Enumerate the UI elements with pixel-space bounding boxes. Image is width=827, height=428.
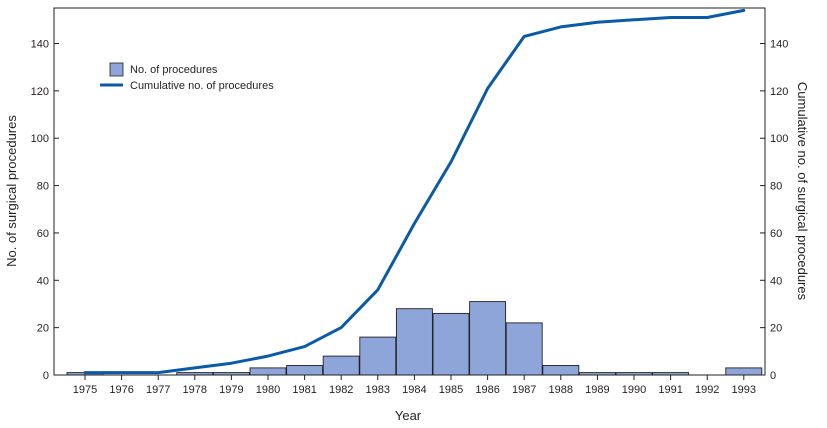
y2-axis-label: Cumulative no. of surgical procedures	[795, 82, 810, 301]
bars-layer	[66, 301, 763, 376]
bar-1982	[322, 355, 360, 376]
y2-tick-label: 40	[770, 275, 782, 287]
plot-frame	[53, 7, 766, 376]
x-tick-label: 1989	[585, 384, 609, 396]
legend-label-cumulative: Cumulative no. of procedures	[130, 80, 274, 92]
x-tick-label: 1983	[366, 384, 390, 396]
cumulative-line	[83, 8, 746, 375]
y2-tick-label: 100	[770, 133, 788, 145]
y-tick-label: 80	[37, 181, 49, 193]
x-tick-label: 1982	[329, 384, 353, 396]
x-tick-label: 1990	[622, 384, 646, 396]
x-tick-label: 1991	[658, 384, 682, 396]
y-tick-label: 0	[43, 370, 49, 382]
y-tick-label: 20	[37, 323, 49, 335]
y-tick-label: 140	[31, 39, 49, 51]
right-axis: 0 20 40 60 80 100 120 140	[760, 39, 788, 382]
y-tick-label: 100	[31, 133, 49, 145]
legend-label-procedures: No. of procedures	[130, 64, 218, 76]
bar-1988	[542, 365, 580, 376]
y2-tick-label: 80	[770, 181, 782, 193]
y-axis-label: No. of surgical procedures	[4, 115, 19, 267]
x-tick-label: 1976	[109, 384, 133, 396]
bar-1986	[469, 301, 507, 376]
y2-tick-label: 120	[770, 86, 788, 98]
bar-1984	[395, 308, 433, 376]
left-axis: 0 20 40 60 80 100 120 140	[31, 39, 59, 382]
y2-tick-label: 0	[770, 370, 776, 382]
y-tick-label: 40	[37, 275, 49, 287]
x-axis: 1975 1976 1977 1978 1979 1980 1981 1982 1983 1984…	[73, 375, 756, 396]
y2-tick-label: 60	[770, 228, 782, 240]
x-tick-label: 1985	[439, 384, 463, 396]
x-tick-label: 1988	[549, 384, 573, 396]
x-tick-label: 1978	[183, 384, 207, 396]
x-tick-label: 1993	[732, 384, 756, 396]
x-tick-label: 1986	[475, 384, 499, 396]
x-tick-label: 1981	[292, 384, 316, 396]
x-tick-label: 1980	[256, 384, 280, 396]
x-tick-label: 1977	[146, 384, 170, 396]
legend-bar-swatch	[109, 62, 124, 77]
line-layer	[83, 8, 746, 375]
bar-1993	[725, 367, 763, 376]
y2-tick-label: 20	[770, 323, 782, 335]
legend: No. of procedures Cumulative no. of proc…	[100, 62, 274, 92]
x-tick-label: 1984	[402, 384, 426, 396]
x-tick-label: 1979	[219, 384, 243, 396]
bar-1985	[432, 312, 470, 376]
x-tick-label: 1987	[512, 384, 536, 396]
x-tick-label: 1975	[73, 384, 97, 396]
bar-1987	[505, 322, 543, 376]
x-tick-label: 1992	[695, 384, 719, 396]
bar-1980	[249, 367, 287, 376]
y2-tick-label: 140	[770, 39, 788, 51]
bar-1983	[359, 336, 397, 376]
x-axis-label: Year	[395, 408, 422, 423]
y-tick-label: 120	[31, 86, 49, 98]
bar-1981	[286, 365, 324, 376]
y-tick-label: 60	[37, 228, 49, 240]
